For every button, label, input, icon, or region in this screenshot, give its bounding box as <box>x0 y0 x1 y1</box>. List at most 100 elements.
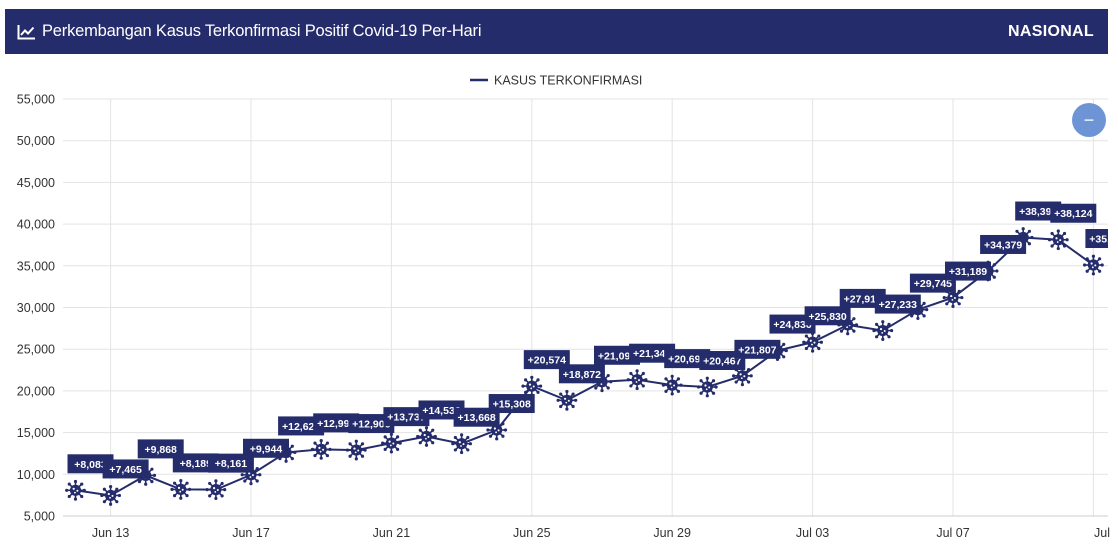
data-label: +8,161 <box>207 453 254 473</box>
svg-text:+31,189: +31,189 <box>949 266 987 278</box>
data-label: +12,624 <box>278 416 325 436</box>
line-chart-icon <box>17 24 35 39</box>
data-label: +24,836 <box>769 314 816 334</box>
x-tick-label: Jun 13 <box>92 526 130 540</box>
data-label: +21,095 <box>594 345 640 365</box>
data-label: +27,233 <box>874 294 921 314</box>
x-tick-label: Jun 29 <box>653 526 691 540</box>
data-point <box>661 374 683 396</box>
data-point <box>310 438 332 460</box>
data-label: +20,694 <box>664 349 711 369</box>
y-tick-label: 55,000 <box>17 93 55 107</box>
svg-text:+29,745: +29,745 <box>914 278 952 290</box>
chart-header: Perkembangan Kasus Terkonfirmasi Positif… <box>5 9 1108 54</box>
svg-text:+24,836: +24,836 <box>773 319 811 331</box>
data-label: +31,189 <box>945 261 991 281</box>
y-tick-label: 10,000 <box>17 468 55 482</box>
chart-title: Perkembangan Kasus Terkonfirmasi Positif… <box>42 22 482 40</box>
data-label: +35,094 <box>1085 229 1118 249</box>
y-tick-label: 50,000 <box>17 134 55 148</box>
data-point <box>1047 229 1069 251</box>
region-label: NASIONAL <box>1008 22 1094 40</box>
data-label: +9,944 <box>243 438 289 458</box>
data-point <box>100 485 121 506</box>
data-point <box>556 389 578 411</box>
data-label: +14,536 <box>418 400 465 420</box>
data-label: +9,868 <box>137 439 184 459</box>
data-label: +12,906 <box>348 414 395 434</box>
data-label: +12,990 <box>313 413 360 433</box>
svg-text:+13,737: +13,737 <box>387 412 425 424</box>
data-point <box>170 479 192 500</box>
data-label: +15,308 <box>488 394 535 414</box>
data-label: +38,124 <box>1050 203 1097 223</box>
svg-text:+21,807: +21,807 <box>738 344 776 356</box>
svg-text:+8,083: +8,083 <box>74 459 107 471</box>
data-point <box>732 365 753 387</box>
y-tick-label: 20,000 <box>17 384 55 398</box>
x-tick-label: Jun 21 <box>373 526 411 540</box>
data-label: +27,913 <box>839 288 886 308</box>
svg-text:+27,913: +27,913 <box>844 293 882 305</box>
data-point <box>205 479 227 501</box>
data-label: +8,189 <box>172 453 219 473</box>
svg-text:+12,990: +12,990 <box>317 418 355 430</box>
svg-text:+20,694: +20,694 <box>668 354 706 366</box>
data-point <box>521 375 543 397</box>
svg-text:+15,308: +15,308 <box>493 399 531 411</box>
svg-text:+12,624: +12,624 <box>282 421 320 433</box>
data-point <box>802 331 823 353</box>
svg-text:+9,944: +9,944 <box>250 443 283 455</box>
data-label: +38,391 <box>1015 201 1062 221</box>
data-label: +18,872 <box>558 364 605 384</box>
y-tick-label: 45,000 <box>17 176 55 190</box>
data-label: +13,668 <box>453 407 500 427</box>
data-label: +21,342 <box>629 343 676 363</box>
data-label: +20,467 <box>699 351 746 371</box>
x-tick-label: Jul 03 <box>796 526 829 540</box>
y-tick-label: 30,000 <box>17 301 55 315</box>
y-tick-label: 40,000 <box>17 218 55 232</box>
svg-text:+21,342: +21,342 <box>633 348 671 360</box>
data-label: +29,745 <box>909 273 956 293</box>
series-line <box>75 236 1094 497</box>
data-label: +8,083 <box>67 454 114 474</box>
header-left: Perkembangan Kasus Terkonfirmasi Positif… <box>17 22 481 41</box>
svg-text:+35,094: +35,094 <box>1089 234 1118 246</box>
line-chart: 5,000 10,000 15,000 20,000 25,000 30,000 35,00… <box>17 74 1118 541</box>
svg-text:+20,574: +20,574 <box>528 355 566 367</box>
zoom-out-button[interactable]: − <box>1072 103 1106 137</box>
svg-text:+27,233: +27,233 <box>879 299 917 311</box>
x-tick-label: Jun 25 <box>513 526 551 540</box>
data-point <box>696 376 718 398</box>
svg-text:+38,391: +38,391 <box>1019 206 1057 218</box>
svg-text:+8,161: +8,161 <box>215 458 248 470</box>
data-point <box>345 439 367 461</box>
data-label: +7,465 <box>102 459 149 479</box>
svg-text:+7,465: +7,465 <box>109 464 142 476</box>
data-point <box>416 426 437 447</box>
data-point <box>872 320 894 341</box>
svg-text:+13,668: +13,668 <box>457 412 495 424</box>
svg-text:+18,872: +18,872 <box>563 369 601 381</box>
legend-entry: KASUS TERKONFIRMASI <box>494 74 642 88</box>
svg-text:+25,830: +25,830 <box>808 311 846 323</box>
y-tick-label: 25,000 <box>17 343 55 357</box>
svg-text:+14,536: +14,536 <box>422 405 460 417</box>
x-tick-label: Jun 17 <box>232 526 270 540</box>
data-point <box>381 432 402 454</box>
plot-area: +8,083 +7,465+9,868+8,189 +8,161+9,944 +12,… <box>65 201 1118 506</box>
data-point <box>65 479 86 501</box>
y-tick-label: 5,000 <box>24 510 55 524</box>
data-label: +21,807 <box>734 339 781 359</box>
svg-text:+21,095: +21,095 <box>598 350 636 362</box>
svg-text:+12,906: +12,906 <box>352 419 390 431</box>
data-label: +20,574 <box>523 350 570 370</box>
y-tick-label: 35,000 <box>17 259 55 273</box>
svg-text:+9,868: +9,868 <box>144 444 177 456</box>
data-point <box>451 433 472 455</box>
x-tick-label: Jul <box>1094 526 1110 540</box>
svg-text:+38,124: +38,124 <box>1054 208 1092 220</box>
x-tick-label: Jul 07 <box>936 526 969 540</box>
y-tick-label: 15,000 <box>17 426 55 440</box>
